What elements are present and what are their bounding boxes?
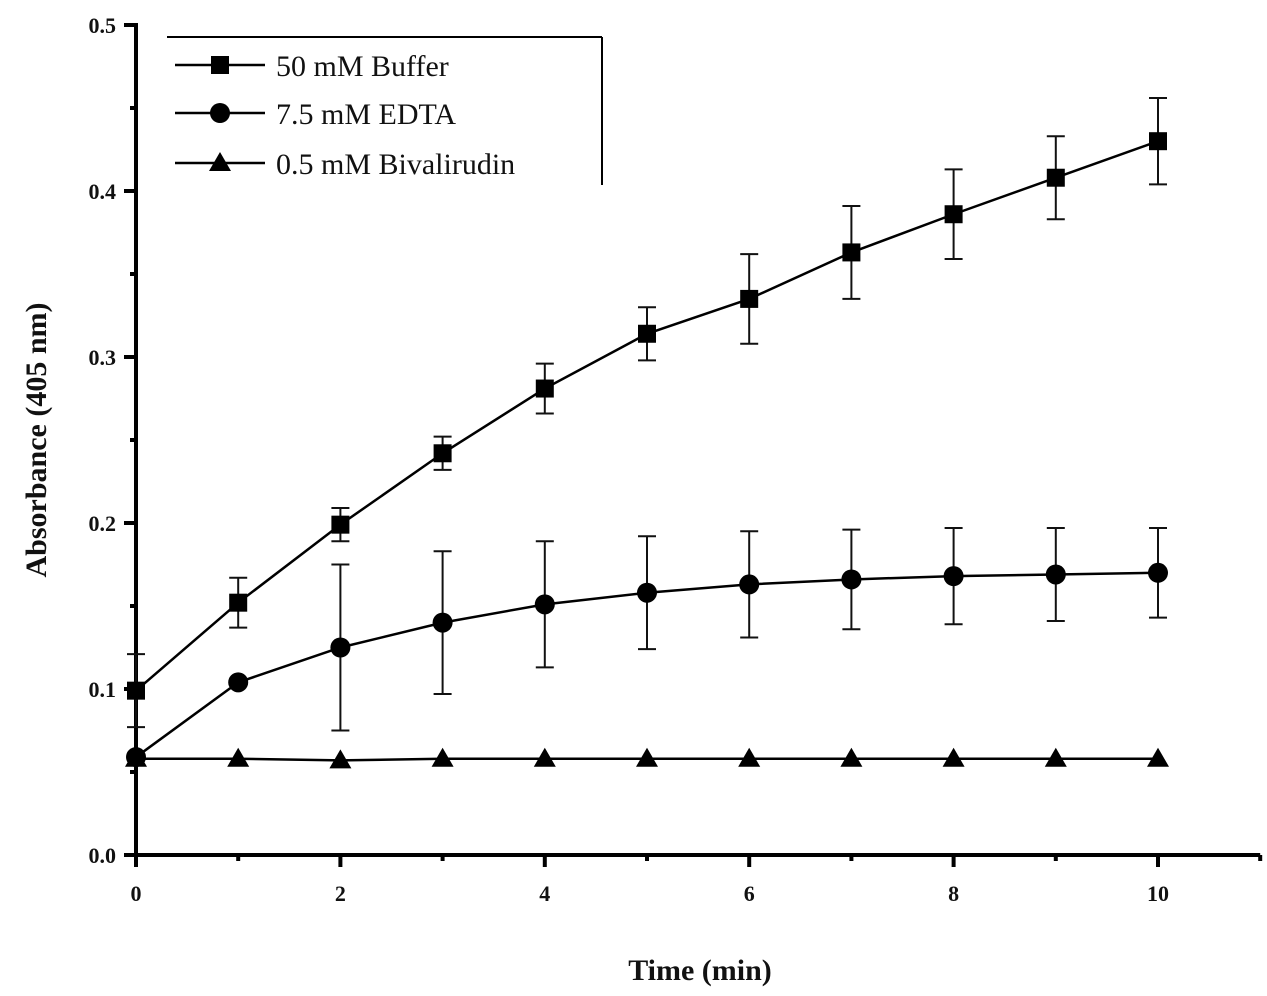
- data-point-triangle: [329, 749, 352, 769]
- data-point-square: [1149, 132, 1167, 151]
- data-point-triangle: [1044, 747, 1067, 767]
- y-tick-label: 0.2: [89, 511, 117, 536]
- data-point-square: [127, 681, 145, 700]
- y-axis-title: Absorbance (405 nm): [20, 303, 53, 578]
- data-point-square: [331, 515, 350, 534]
- data-point-circle: [1045, 564, 1066, 585]
- x-tick-label: 10: [1147, 881, 1169, 906]
- series-circle: [126, 526, 1168, 768]
- x-axis-title: Time (min): [628, 954, 772, 987]
- legend: 50 mM Buffer 7.5 mM EDTA 0.5 mM Bivalirudi…: [167, 36, 603, 185]
- ticks: 0 2 4 6 8 10 0.0 0.1 0.2 0.3 0.4 0.5: [89, 13, 1263, 906]
- data-point-square: [433, 444, 452, 463]
- data-point-triangle: [636, 747, 658, 767]
- legend-label: 50 mM Buffer: [276, 50, 449, 83]
- data-point-triangle: [533, 747, 556, 767]
- data-point-circle: [739, 574, 760, 595]
- data-point-triangle: [840, 747, 863, 767]
- data-point-circle: [534, 594, 555, 615]
- data-point-square: [842, 243, 861, 262]
- data-point-square: [638, 324, 656, 343]
- data-point-square: [1046, 168, 1065, 187]
- legend-item: 50 mM Buffer: [175, 50, 449, 83]
- data-point-circle: [330, 637, 351, 658]
- data-point-circle: [637, 582, 657, 603]
- y-tick-label: 0.1: [89, 677, 117, 702]
- square-marker-icon: [211, 56, 229, 74]
- data-point-triangle: [738, 747, 761, 767]
- series-triangle: [125, 747, 1169, 769]
- data-point-triangle: [1147, 747, 1169, 767]
- data-point-square: [740, 289, 759, 308]
- x-tick-label: 8: [948, 881, 959, 906]
- data-point-triangle: [431, 747, 454, 767]
- y-tick-label: 0.5: [89, 13, 117, 38]
- data-point-circle: [1148, 562, 1168, 583]
- data-point-circle: [432, 612, 453, 633]
- x-tick-label: 2: [335, 881, 346, 906]
- legend-label: 0.5 mM Bivalirudin: [276, 148, 515, 181]
- series-layer: [125, 97, 1169, 769]
- triangle-marker-icon: [209, 152, 231, 171]
- x-tick-label: 0: [131, 881, 142, 906]
- data-point-circle: [943, 566, 964, 587]
- series-square: [127, 97, 1167, 729]
- circle-marker-icon: [210, 103, 230, 123]
- y-tick-label: 0.4: [89, 179, 117, 204]
- data-point-circle: [228, 672, 249, 693]
- y-tick-label: 0.0: [89, 843, 117, 868]
- data-point-square: [944, 205, 963, 224]
- data-point-square: [229, 593, 248, 612]
- x-tick-label: 6: [744, 881, 755, 906]
- legend-label: 7.5 mM EDTA: [276, 98, 456, 131]
- data-point-triangle: [227, 747, 250, 767]
- data-point-triangle: [942, 747, 965, 767]
- legend-item: 0.5 mM Bivalirudin: [175, 148, 515, 181]
- x-tick-label: 4: [539, 881, 550, 906]
- data-point-circle: [841, 569, 862, 590]
- legend-item: 7.5 mM EDTA: [175, 98, 456, 131]
- data-point-square: [535, 379, 554, 398]
- y-tick-label: 0.3: [89, 345, 117, 370]
- data-point-triangle: [125, 747, 147, 767]
